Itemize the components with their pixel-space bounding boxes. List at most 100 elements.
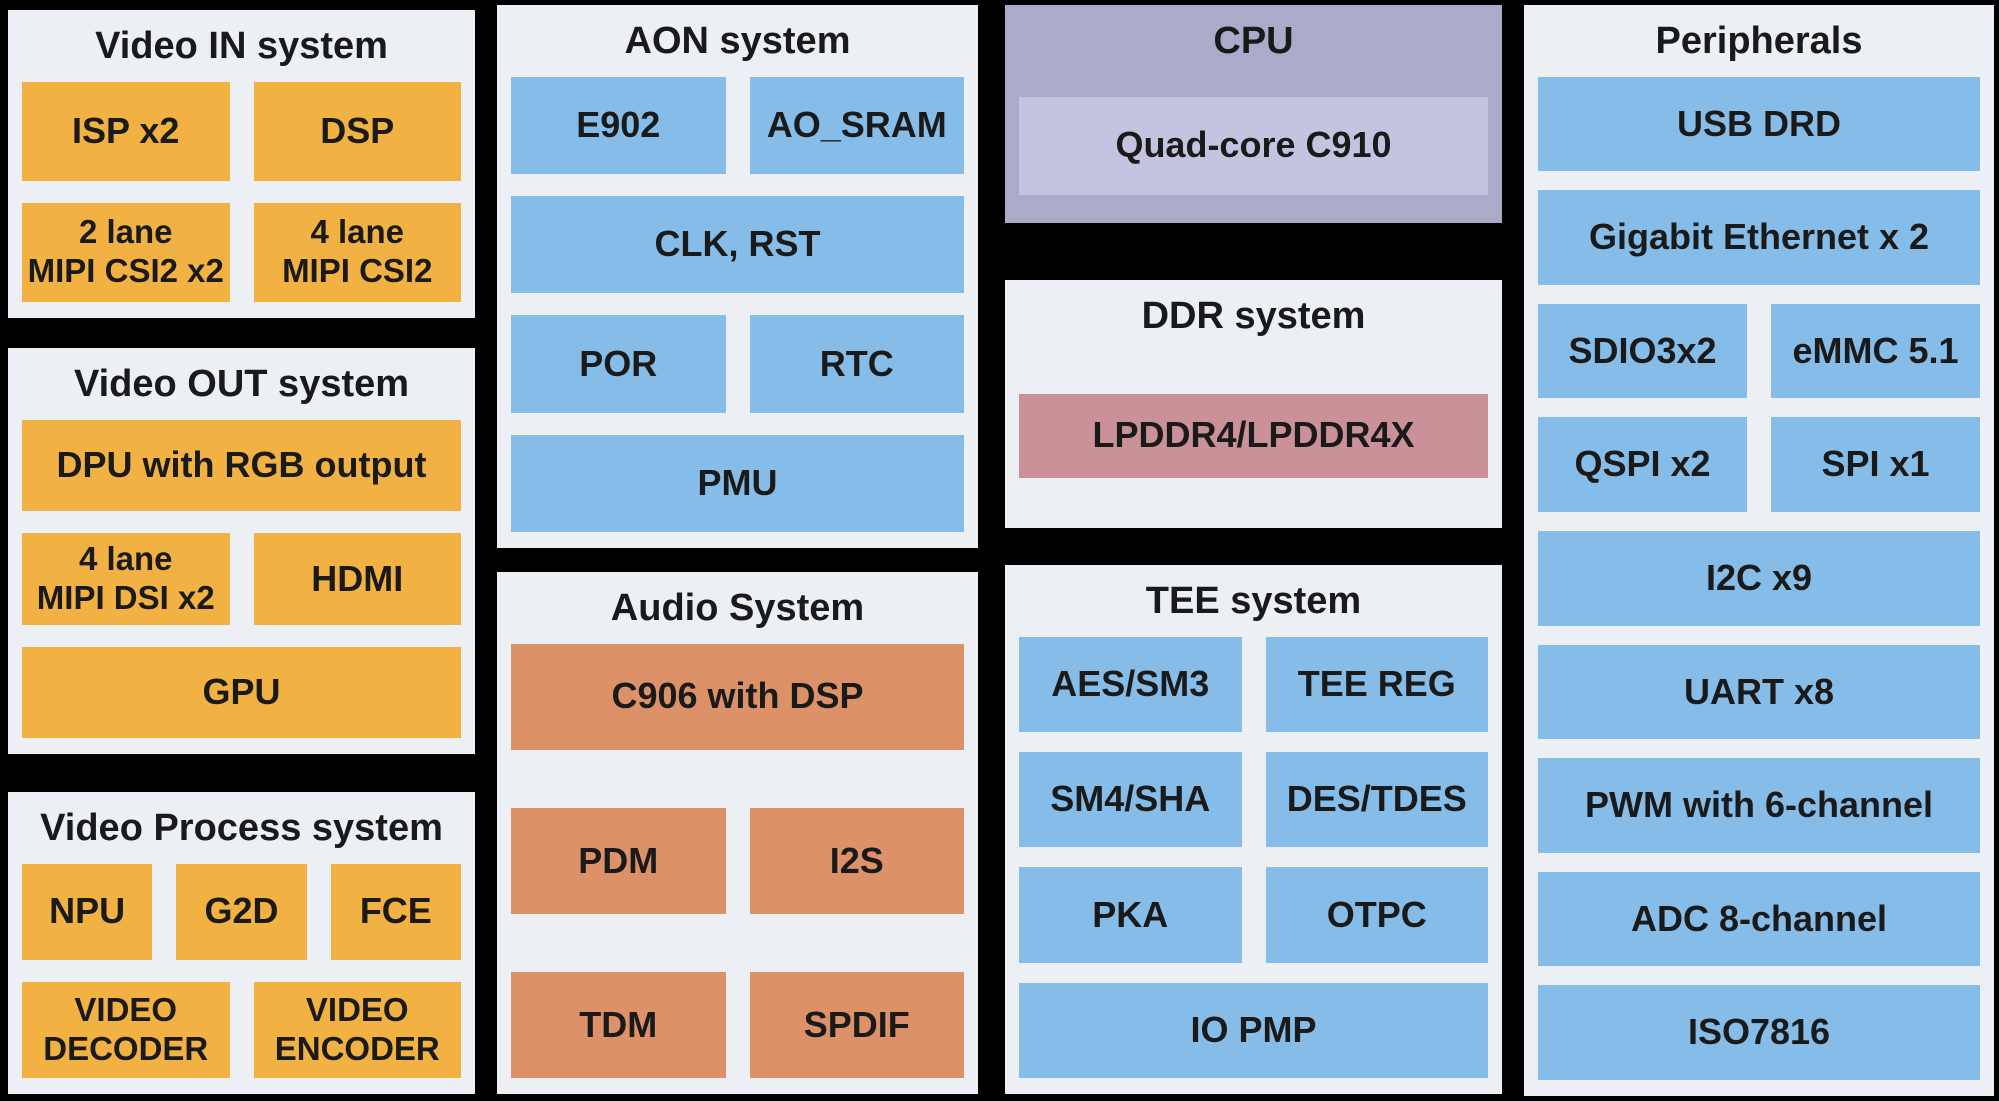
block-sdio3: SDIO3x2: [1538, 303, 1747, 399]
block-i2c: I2C x9: [1538, 530, 1980, 626]
block-row: SM4/SHA DES/TDES: [1019, 751, 1488, 848]
panel-audio: Audio System C906 with DSP PDM I2S TDM S…: [497, 572, 978, 1094]
panel-body: ISP x2 DSP 2 lane MIPI CSI2 x2 4 lane MI…: [22, 81, 461, 302]
block-row: PWM with 6-channel: [1538, 758, 1980, 853]
block-row: E902 AO_SRAM: [511, 76, 964, 174]
block-uart: UART x8: [1538, 644, 1980, 740]
panel-body: C906 with DSP PDM I2S TDM SPDIF: [511, 643, 964, 1079]
block-row: UART x8: [1538, 644, 1980, 740]
block-row: DPU with RGB output: [22, 419, 461, 512]
block-clk-rst: CLK, RST: [511, 195, 964, 294]
block-otpc: OTPC: [1265, 867, 1488, 963]
panel-title-cpu: CPU: [1213, 20, 1294, 62]
panel-body: LPDDR4/LPDDR4X: [1019, 393, 1488, 478]
block-por: POR: [511, 315, 726, 413]
block-tdm: TDM: [511, 971, 726, 1079]
panel-body: AES/SM3 TEE REG SM4/SHA DES/TDES PKA OTP…: [1019, 636, 1488, 1079]
block-row: I2C x9: [1538, 530, 1980, 626]
panel-aon: AON system E902 AO_SRAM CLK, RST POR RTC…: [497, 5, 978, 548]
block-lpddr4: LPDDR4/LPDDR4X: [1019, 393, 1488, 478]
panel-body: E902 AO_SRAM CLK, RST POR RTC PMU: [511, 76, 964, 533]
panel-peripherals: Peripherals USB DRD Gigabit Ethernet x 2…: [1524, 5, 1994, 1096]
block-row: USB DRD: [1538, 76, 1980, 172]
block-row: VIDEO DECODER VIDEO ENCODER: [22, 981, 461, 1078]
block-row: ADC 8-channel: [1538, 871, 1980, 967]
panel-video-process: Video Process system NPU G2D FCE VIDEO D…: [8, 792, 475, 1094]
block-i2s: I2S: [749, 807, 964, 914]
block-row: PKA OTPC: [1019, 867, 1488, 963]
block-iso7816: ISO7816: [1538, 985, 1980, 1080]
block-isp-x2: ISP x2: [22, 81, 230, 181]
block-fce: FCE: [330, 863, 461, 960]
panel-body: DPU with RGB output 4 lane MIPI DSI x2 H…: [22, 419, 461, 738]
panel-cpu: CPU Quad-core C910: [1005, 5, 1502, 223]
panel-body: NPU G2D FCE VIDEO DECODER VIDEO ENCODER: [22, 863, 461, 1078]
block-row: POR RTC: [511, 315, 964, 413]
block-pmu: PMU: [511, 434, 964, 533]
block-row: LPDDR4/LPDDR4X: [1019, 393, 1488, 478]
block-e902: E902: [511, 76, 726, 174]
panel-body: Quad-core C910: [1019, 96, 1488, 195]
block-npu: NPU: [22, 863, 153, 960]
panel-title-tee: TEE system: [1145, 580, 1362, 622]
block-dpu-rgb: DPU with RGB output: [22, 419, 461, 512]
block-gpu: GPU: [22, 646, 461, 738]
block-mipi-dsi-4lane: 4 lane MIPI DSI x2: [22, 533, 230, 625]
block-row: CLK, RST: [511, 195, 964, 294]
block-row: ISP x2 DSP: [22, 81, 461, 181]
block-row: TDM SPDIF: [511, 971, 964, 1079]
block-adc: ADC 8-channel: [1538, 871, 1980, 967]
block-row: SDIO3x2 eMMC 5.1: [1538, 303, 1980, 399]
block-row: ISO7816: [1538, 985, 1980, 1080]
block-pdm: PDM: [511, 807, 726, 914]
block-qspi: QSPI x2: [1538, 417, 1747, 512]
block-rtc: RTC: [749, 315, 964, 413]
panel-title-peripherals: Peripherals: [1655, 20, 1863, 62]
block-g2d: G2D: [176, 863, 307, 960]
block-row: 4 lane MIPI DSI x2 HDMI: [22, 533, 461, 625]
block-pwm: PWM with 6-channel: [1538, 758, 1980, 853]
block-mipi-csi2-4lane: 4 lane MIPI CSI2: [253, 202, 461, 302]
block-row: NPU G2D FCE: [22, 863, 461, 960]
block-row: PMU: [511, 434, 964, 533]
block-pka: PKA: [1019, 867, 1242, 963]
block-row: C906 with DSP: [511, 643, 964, 750]
block-tee-reg: TEE REG: [1265, 636, 1488, 732]
block-sm4-sha: SM4/SHA: [1019, 751, 1242, 848]
block-row: GPU: [22, 646, 461, 738]
block-gigabit-ethernet: Gigabit Ethernet x 2: [1538, 190, 1980, 285]
panel-body: USB DRD Gigabit Ethernet x 2 SDIO3x2 eMM…: [1538, 76, 1980, 1080]
block-hdmi: HDMI: [253, 533, 461, 625]
block-video-decoder: VIDEO DECODER: [22, 981, 230, 1078]
block-row: AES/SM3 TEE REG: [1019, 636, 1488, 732]
panel-title-ddr: DDR system: [1141, 295, 1366, 337]
panel-video-in: Video IN system ISP x2 DSP 2 lane MIPI C…: [8, 10, 475, 318]
block-aes-sm3: AES/SM3: [1019, 636, 1242, 732]
panel-title-audio: Audio System: [610, 587, 865, 629]
block-row: IO PMP: [1019, 982, 1488, 1079]
panel-title-video-process: Video Process system: [40, 807, 443, 849]
block-ao-sram: AO_SRAM: [749, 76, 964, 174]
panel-tee: TEE system AES/SM3 TEE REG SM4/SHA DES/T…: [1005, 565, 1502, 1094]
block-quad-core-c910: Quad-core C910: [1019, 96, 1488, 195]
block-row: Gigabit Ethernet x 2: [1538, 190, 1980, 285]
panel-title-aon: AON system: [624, 20, 851, 62]
panel-title-video-out: Video OUT system: [73, 363, 410, 405]
block-mipi-csi2-2lane: 2 lane MIPI CSI2 x2: [22, 202, 230, 302]
block-dsp: DSP: [253, 81, 461, 181]
panel-ddr: DDR system LPDDR4/LPDDR4X: [1005, 280, 1502, 528]
block-video-encoder: VIDEO ENCODER: [253, 981, 461, 1078]
block-row: Quad-core C910: [1019, 96, 1488, 195]
block-emmc: eMMC 5.1: [1771, 303, 1980, 399]
block-row: 2 lane MIPI CSI2 x2 4 lane MIPI CSI2: [22, 202, 461, 302]
block-usb-drd: USB DRD: [1538, 76, 1980, 172]
block-c906-dsp: C906 with DSP: [511, 643, 964, 750]
block-spi: SPI x1: [1771, 417, 1980, 512]
block-spdif: SPDIF: [749, 971, 964, 1079]
block-des-tdes: DES/TDES: [1265, 751, 1488, 848]
panel-title-video-in: Video IN system: [95, 25, 388, 67]
panel-video-out: Video OUT system DPU with RGB output 4 l…: [8, 348, 475, 754]
block-row: QSPI x2 SPI x1: [1538, 417, 1980, 512]
block-io-pmp: IO PMP: [1019, 982, 1488, 1079]
